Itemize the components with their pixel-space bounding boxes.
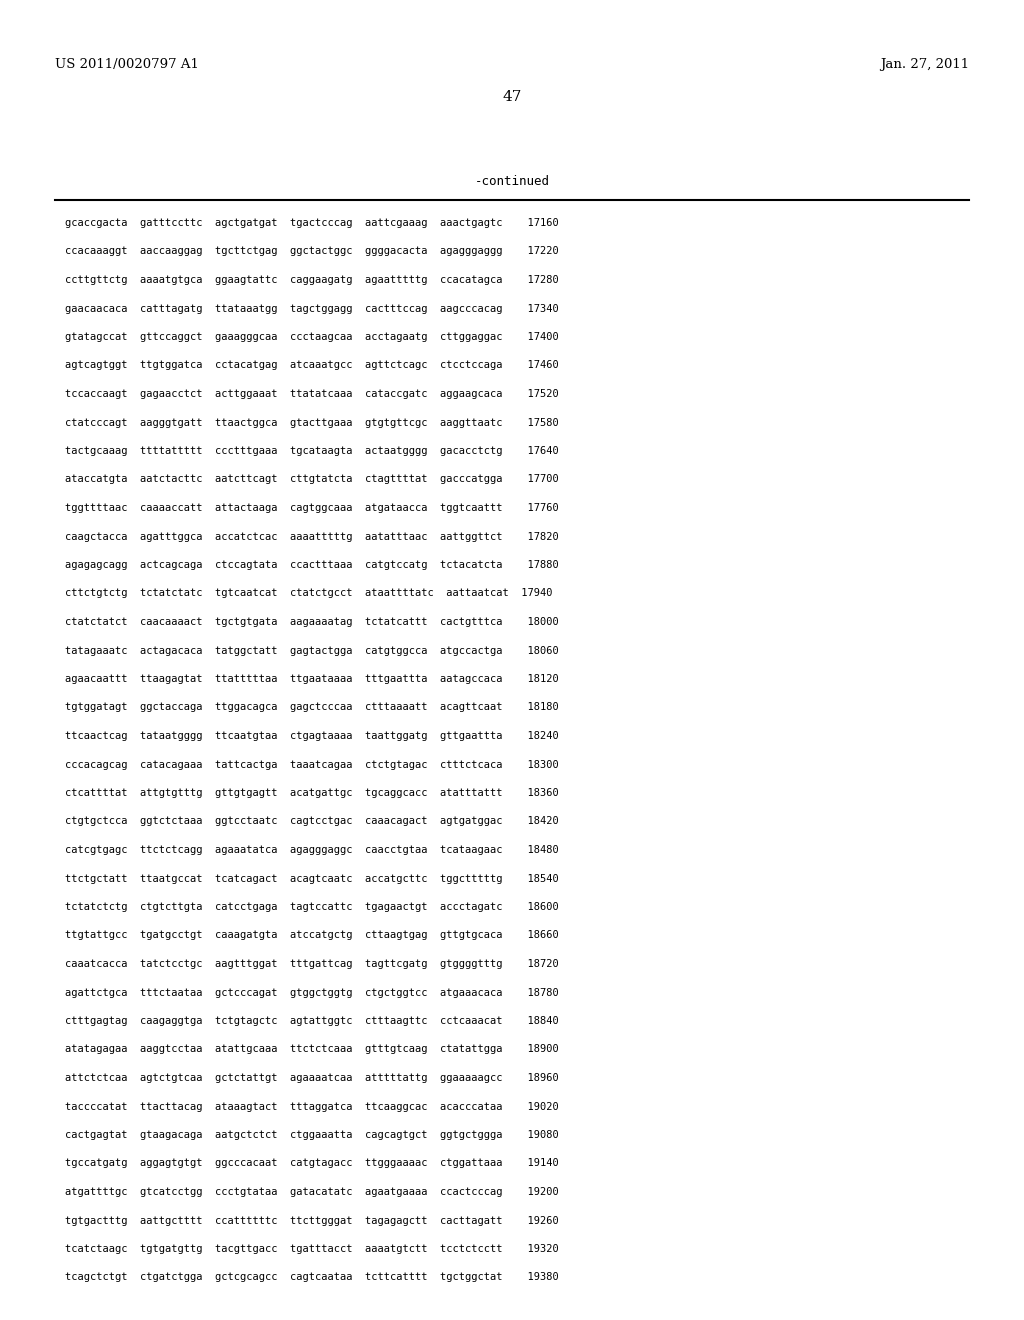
Text: attctctcaa  agtctgtcaa  gctctattgt  agaaaatcaa  atttttattg  ggaaaaagcc    18960: attctctcaa agtctgtcaa gctctattgt agaaaat… [65, 1073, 559, 1082]
Text: 47: 47 [503, 90, 521, 104]
Text: caagctacca  agatttggca  accatctcac  aaaatttttg  aatatttaac  aattggttct    17820: caagctacca agatttggca accatctcac aaaattt… [65, 532, 559, 541]
Text: Jan. 27, 2011: Jan. 27, 2011 [880, 58, 969, 71]
Text: tggttttaac  caaaaccatt  attactaaga  cagtggcaaa  atgataacca  tggtcaattt    17760: tggttttaac caaaaccatt attactaaga cagtggc… [65, 503, 559, 513]
Text: ctatcccagt  aagggtgatt  ttaactggca  gtacttgaaa  gtgtgttcgc  aaggttaatc    17580: ctatcccagt aagggtgatt ttaactggca gtacttg… [65, 417, 559, 428]
Text: tactgcaaag  ttttattttt  ccctttgaaa  tgcataagta  actaatgggg  gacacctctg    17640: tactgcaaag ttttattttt ccctttgaaa tgcataa… [65, 446, 559, 455]
Text: ctttgagtag  caagaggtga  tctgtagctc  agtattggtc  ctttaagttc  cctcaaacat    18840: ctttgagtag caagaggtga tctgtagctc agtattg… [65, 1016, 559, 1026]
Text: tccaccaagt  gagaacctct  acttggaaat  ttatatcaaa  cataccgatc  aggaagcaca    17520: tccaccaagt gagaacctct acttggaaat ttatatc… [65, 389, 559, 399]
Text: ataccatgta  aatctacttc  aatcttcagt  cttgtatcta  ctagttttat  gacccatgga    17700: ataccatgta aatctacttc aatcttcagt cttgtat… [65, 474, 559, 484]
Text: ccacaaaggt  aaccaaggag  tgcttctgag  ggctactggc  ggggacacta  agagggaggg    17220: ccacaaaggt aaccaaggag tgcttctgag ggctact… [65, 247, 559, 256]
Text: agattctgca  tttctaataa  gctcccagat  gtggctggtg  ctgctggtcc  atgaaacaca    18780: agattctgca tttctaataa gctcccagat gtggctg… [65, 987, 559, 998]
Text: ttcaactcag  tataatgggg  ttcaatgtaa  ctgagtaaaa  taattggatg  gttgaattta    18240: ttcaactcag tataatgggg ttcaatgtaa ctgagta… [65, 731, 559, 741]
Text: agaacaattt  ttaagagtat  ttatttttaa  ttgaataaaa  tttgaattta  aatagccaca    18120: agaacaattt ttaagagtat ttatttttaa ttgaata… [65, 675, 559, 684]
Text: caaatcacca  tatctcctgc  aagtttggat  tttgattcag  tagttcgatg  gtggggtttg    18720: caaatcacca tatctcctgc aagtttggat tttgatt… [65, 960, 559, 969]
Text: tgccatgatg  aggagtgtgt  ggcccacaat  catgtagacc  ttgggaaaac  ctggattaaa    19140: tgccatgatg aggagtgtgt ggcccacaat catgtag… [65, 1159, 559, 1168]
Text: cttctgtctg  tctatctatc  tgtcaatcat  ctatctgcct  ataattttatc  aattaatcat  17940: cttctgtctg tctatctatc tgtcaatcat ctatctg… [65, 589, 553, 598]
Text: ctatctatct  caacaaaact  tgctgtgata  aagaaaatag  tctatcattt  cactgtttca    18000: ctatctatct caacaaaact tgctgtgata aagaaaa… [65, 616, 559, 627]
Text: gcaccgacta  gatttccttc  agctgatgat  tgactcccag  aattcgaaag  aaactgagtc    17160: gcaccgacta gatttccttc agctgatgat tgactcc… [65, 218, 559, 228]
Text: ttctgctatt  ttaatgccat  tcatcagact  acagtcaatc  accatgcttc  tggctttttg    18540: ttctgctatt ttaatgccat tcatcagact acagtca… [65, 874, 559, 883]
Text: agagagcagg  actcagcaga  ctccagtata  ccactttaaa  catgtccatg  tctacatcta    17880: agagagcagg actcagcaga ctccagtata ccacttt… [65, 560, 559, 570]
Text: -continued: -continued [474, 176, 550, 187]
Text: ctgtgctcca  ggtctctaaa  ggtcctaatc  cagtcctgac  caaacagact  agtgatggac    18420: ctgtgctcca ggtctctaaa ggtcctaatc cagtcct… [65, 817, 559, 826]
Text: ccttgttctg  aaaatgtgca  ggaagtattc  caggaagatg  agaatttttg  ccacatagca    17280: ccttgttctg aaaatgtgca ggaagtattc caggaag… [65, 275, 559, 285]
Text: tatagaaatc  actagacaca  tatggctatt  gagtactgga  catgtggcca  atgccactga    18060: tatagaaatc actagacaca tatggctatt gagtact… [65, 645, 559, 656]
Text: tgtgactttg  aattgctttt  ccattttttc  ttcttgggat  tagagagctt  cacttagatt    19260: tgtgactttg aattgctttt ccattttttc ttcttgg… [65, 1216, 559, 1225]
Text: agtcagtggt  ttgtggatca  cctacatgag  atcaaatgcc  agttctcagc  ctcctccaga    17460: agtcagtggt ttgtggatca cctacatgag atcaaat… [65, 360, 559, 371]
Text: US 2011/0020797 A1: US 2011/0020797 A1 [55, 58, 199, 71]
Text: tgtggatagt  ggctaccaga  ttggacagca  gagctcccaa  ctttaaaatt  acagttcaat    18180: tgtggatagt ggctaccaga ttggacagca gagctcc… [65, 702, 559, 713]
Text: cccacagcag  catacagaaa  tattcactga  taaatcagaa  ctctgtagac  ctttctcaca    18300: cccacagcag catacagaaa tattcactga taaatca… [65, 759, 559, 770]
Text: taccccatat  ttacttacag  ataaagtact  tttaggatca  ttcaaggcac  acacccataa    19020: taccccatat ttacttacag ataaagtact tttagga… [65, 1101, 559, 1111]
Text: atgattttgc  gtcatcctgg  ccctgtataa  gatacatatc  agaatgaaaa  ccactcccag    19200: atgattttgc gtcatcctgg ccctgtataa gatacat… [65, 1187, 559, 1197]
Text: catcgtgagc  ttctctcagg  agaaatatca  agagggaggc  caacctgtaa  tcataagaac    18480: catcgtgagc ttctctcagg agaaatatca agaggga… [65, 845, 559, 855]
Text: gtatagccat  gttccaggct  gaaagggcaa  ccctaagcaa  acctagaatg  cttggaggac    17400: gtatagccat gttccaggct gaaagggcaa ccctaag… [65, 333, 559, 342]
Text: tcagctctgt  ctgatctgga  gctcgcagcc  cagtcaataa  tcttcatttt  tgctggctat    19380: tcagctctgt ctgatctgga gctcgcagcc cagtcaa… [65, 1272, 559, 1283]
Text: ctcattttat  attgtgtttg  gttgtgagtt  acatgattgc  tgcaggcacc  atatttattt    18360: ctcattttat attgtgtttg gttgtgagtt acatgat… [65, 788, 559, 799]
Text: cactgagtat  gtaagacaga  aatgctctct  ctggaaatta  cagcagtgct  ggtgctggga    19080: cactgagtat gtaagacaga aatgctctct ctggaaa… [65, 1130, 559, 1140]
Text: gaacaacaca  catttagatg  ttataaatgg  tagctggagg  cactttccag  aagcccacag    17340: gaacaacaca catttagatg ttataaatgg tagctgg… [65, 304, 559, 314]
Text: atatagagaa  aaggtcctaa  atattgcaaa  ttctctcaaa  gtttgtcaag  ctatattgga    18900: atatagagaa aaggtcctaa atattgcaaa ttctctc… [65, 1044, 559, 1055]
Text: ttgtattgcc  tgatgcctgt  caaagatgta  atccatgctg  cttaagtgag  gttgtgcaca    18660: ttgtattgcc tgatgcctgt caaagatgta atccatg… [65, 931, 559, 940]
Text: tcatctaagc  tgtgatgttg  tacgttgacc  tgatttacct  aaaatgtctt  tcctctcctt    19320: tcatctaagc tgtgatgttg tacgttgacc tgattta… [65, 1243, 559, 1254]
Text: tctatctctg  ctgtcttgta  catcctgaga  tagtccattc  tgagaactgt  accctagatc    18600: tctatctctg ctgtcttgta catcctgaga tagtcca… [65, 902, 559, 912]
